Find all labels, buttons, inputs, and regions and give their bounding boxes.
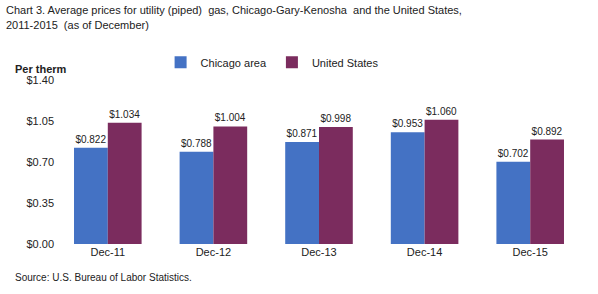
svg-text:$0.998: $0.998: [320, 113, 351, 124]
svg-text:$0.871: $0.871: [287, 128, 318, 139]
svg-text:$0.788: $0.788: [181, 138, 212, 149]
svg-text:$0.00: $0.00: [26, 238, 54, 250]
svg-text:$0.35: $0.35: [26, 197, 54, 209]
svg-text:$1.004: $1.004: [215, 112, 246, 123]
svg-text:Dec-14: Dec-14: [407, 246, 442, 258]
svg-text:$0.953: $0.953: [392, 118, 423, 129]
svg-text:$0.702: $0.702: [498, 148, 529, 159]
svg-text:$0.70: $0.70: [26, 156, 54, 168]
svg-text:Chicago area: Chicago area: [201, 57, 267, 69]
svg-text:$1.060: $1.060: [426, 106, 457, 117]
svg-text:Source: U.S. Bureau of Labor S: Source: U.S. Bureau of Labor Statistics.: [15, 272, 192, 283]
svg-text:Dec-12: Dec-12: [196, 246, 231, 258]
svg-text:$1.40: $1.40: [26, 74, 54, 86]
svg-text:Dec-13: Dec-13: [301, 246, 336, 258]
svg-text:$0.892: $0.892: [532, 126, 563, 137]
svg-text:$1.034: $1.034: [109, 109, 140, 120]
svg-text:$0.822: $0.822: [75, 134, 106, 145]
svg-text:$1.05: $1.05: [26, 115, 54, 127]
svg-text:Per therm: Per therm: [15, 63, 67, 75]
svg-text:United States: United States: [312, 57, 379, 69]
svg-text:Dec-15: Dec-15: [512, 246, 547, 258]
svg-text:Dec-11: Dec-11: [90, 246, 125, 258]
svg-text:Chart 3. Average prices for ut: Chart 3. Average prices for utility (pip…: [6, 4, 462, 30]
